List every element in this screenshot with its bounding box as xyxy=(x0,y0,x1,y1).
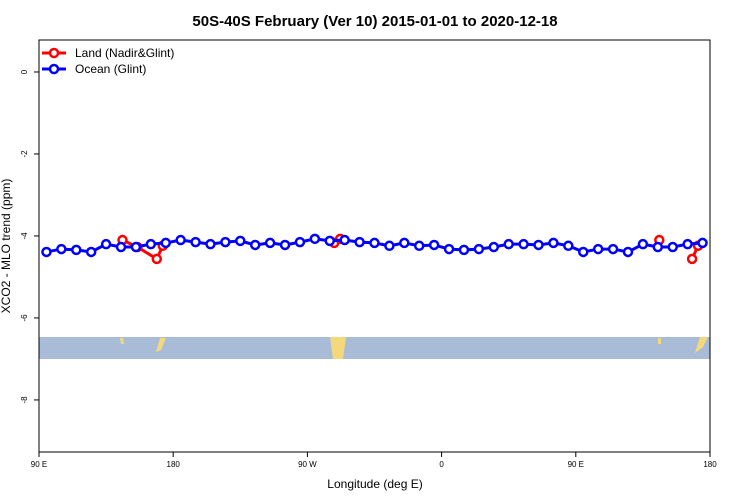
x-tick-label: 0 xyxy=(439,460,444,469)
x-tick-label: 90 E xyxy=(568,460,584,469)
point xyxy=(205,238,216,250)
legend-label: Ocean (Glint) xyxy=(75,62,146,76)
point xyxy=(115,241,127,253)
y-tick-label: -2 xyxy=(20,150,29,158)
point xyxy=(160,237,171,249)
y-tick-label: 0 xyxy=(20,69,29,74)
y-tick-label: -8 xyxy=(20,396,29,404)
x-tick-label: 90 E xyxy=(31,460,47,469)
chart-title: 50S-40S February (Ver 10) 2015-01-01 to … xyxy=(192,13,557,30)
point xyxy=(428,239,440,251)
point xyxy=(264,237,276,249)
point xyxy=(249,239,261,251)
x-axis-label: Longitude (deg E) xyxy=(327,477,422,491)
point xyxy=(667,241,678,253)
point xyxy=(100,238,112,250)
point xyxy=(607,243,619,255)
legend-marker xyxy=(48,47,60,59)
y-tick-label: -6 xyxy=(20,314,29,322)
point xyxy=(190,236,201,248)
point xyxy=(369,237,380,249)
point xyxy=(354,236,365,248)
point xyxy=(324,235,336,247)
point xyxy=(339,234,350,246)
x-tick-label: 180 xyxy=(167,460,181,469)
point xyxy=(697,237,708,249)
point xyxy=(413,240,425,252)
point xyxy=(473,243,485,255)
x-tick-label: 90 W xyxy=(298,460,317,469)
legend-label: Land (Nadir&Glint) xyxy=(75,46,174,60)
point xyxy=(220,236,231,248)
point xyxy=(548,237,559,249)
point xyxy=(443,243,455,255)
point xyxy=(279,239,291,251)
point xyxy=(682,238,693,250)
point xyxy=(578,246,589,258)
point xyxy=(309,233,321,245)
point xyxy=(686,253,698,265)
point xyxy=(458,244,470,256)
point xyxy=(533,239,544,251)
point xyxy=(563,240,574,252)
point xyxy=(637,238,649,250)
x-tick-label: 180 xyxy=(703,460,717,469)
point xyxy=(151,253,163,265)
point xyxy=(592,243,604,255)
point xyxy=(518,238,529,250)
plot-frame xyxy=(38,39,711,453)
point xyxy=(175,234,186,246)
point xyxy=(85,246,97,258)
legend-marker xyxy=(48,63,60,75)
point xyxy=(294,236,306,248)
point xyxy=(384,240,395,252)
point xyxy=(130,241,142,253)
point xyxy=(41,246,52,258)
point xyxy=(145,238,157,250)
point xyxy=(503,238,514,250)
map-strip xyxy=(39,337,710,359)
y-axis-label: XCO2 - MLO trend (ppm) xyxy=(0,179,13,314)
y-tick-label: -4 xyxy=(20,232,29,240)
point xyxy=(622,246,634,258)
point xyxy=(71,244,82,256)
point xyxy=(399,237,410,249)
point xyxy=(56,243,67,255)
point xyxy=(235,235,246,247)
point xyxy=(652,241,664,253)
point xyxy=(488,241,500,253)
